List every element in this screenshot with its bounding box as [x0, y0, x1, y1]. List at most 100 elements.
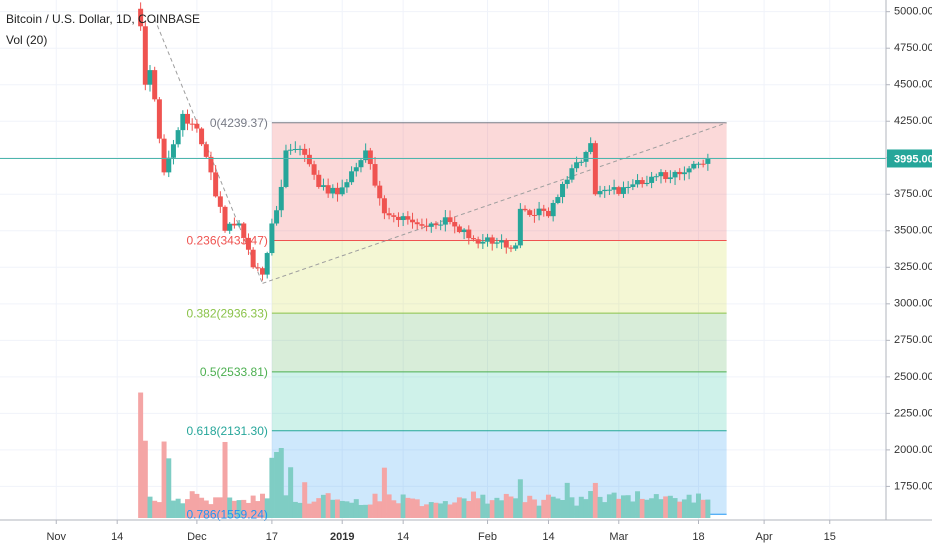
candle-81[interactable] [517, 203, 523, 249]
candle-79[interactable] [508, 245, 514, 253]
candle-112[interactable] [663, 169, 669, 183]
candle-33[interactable] [292, 141, 298, 153]
candlesticks[interactable] [138, 2, 711, 281]
candle-54[interactable] [391, 212, 397, 223]
candle-14[interactable] [203, 141, 209, 159]
candle-64[interactable] [438, 220, 444, 231]
candle-61[interactable] [424, 218, 430, 232]
candle-104[interactable] [625, 181, 631, 194]
candle-89[interactable] [555, 194, 561, 205]
price-axis[interactable]: 1750.00 2000.00 2250.00 2500.00 2750.00 3000.… [885, 0, 932, 520]
fibonacci-retracement[interactable] [271, 122, 727, 515]
candle-116[interactable] [681, 166, 687, 181]
candle-68[interactable] [456, 224, 462, 234]
candle-75[interactable] [489, 234, 495, 251]
candle-2[interactable] [147, 65, 153, 92]
candle-22[interactable] [241, 221, 247, 244]
candle-8[interactable] [175, 127, 181, 148]
candle-98[interactable] [597, 185, 603, 198]
candle-100[interactable] [606, 185, 612, 195]
candle-42[interactable] [335, 182, 341, 202]
candle-24[interactable] [250, 247, 256, 269]
candle-121[interactable] [705, 153, 711, 171]
candle-85[interactable] [536, 201, 542, 221]
candle-94[interactable] [578, 159, 584, 166]
candle-76[interactable] [494, 237, 500, 249]
candle-99[interactable] [602, 186, 608, 198]
candle-38[interactable] [316, 170, 322, 189]
candle-41[interactable] [330, 184, 336, 199]
candle-30[interactable] [278, 179, 284, 218]
candle-67[interactable] [452, 216, 458, 234]
candle-36[interactable] [306, 148, 312, 167]
candle-83[interactable] [527, 208, 533, 217]
candle-101[interactable] [611, 179, 617, 195]
candle-32[interactable] [288, 143, 294, 155]
candle-82[interactable] [522, 205, 528, 212]
candle-63[interactable] [433, 221, 439, 230]
candle-10[interactable] [185, 109, 191, 131]
candle-69[interactable] [461, 228, 467, 240]
candle-84[interactable] [531, 208, 537, 223]
candle-17[interactable] [217, 191, 223, 213]
candle-73[interactable] [480, 234, 486, 250]
candle-45[interactable] [349, 166, 355, 185]
candle-48[interactable] [363, 143, 369, 163]
candle-25[interactable] [255, 262, 261, 272]
candle-88[interactable] [550, 199, 556, 222]
candle-77[interactable] [499, 234, 505, 249]
candle-9[interactable] [180, 110, 186, 137]
candle-117[interactable] [686, 165, 692, 180]
candle-31[interactable] [283, 144, 289, 189]
candle-3[interactable] [152, 66, 158, 102]
candle-118[interactable] [691, 160, 697, 170]
candle-93[interactable] [574, 156, 580, 173]
candle-21[interactable] [236, 220, 242, 228]
candle-44[interactable] [344, 178, 350, 193]
candle-70[interactable] [466, 225, 472, 245]
candle-103[interactable] [620, 181, 626, 198]
candle-46[interactable] [353, 162, 359, 177]
candle-96[interactable] [588, 137, 594, 155]
candle-109[interactable] [649, 171, 655, 189]
candle-108[interactable] [644, 175, 650, 187]
candle-106[interactable] [635, 174, 641, 188]
candle-92[interactable] [569, 164, 575, 183]
candle-97[interactable] [592, 140, 598, 196]
candle-91[interactable] [564, 176, 570, 189]
candle-113[interactable] [667, 170, 673, 184]
candle-102[interactable] [616, 185, 622, 196]
candle-115[interactable] [677, 168, 683, 181]
candle-52[interactable] [381, 195, 387, 220]
time-axis[interactable]: Nov 14 Dec 17 2019 14 Feb 14 Mar 18 Apr 15 [0, 519, 932, 543]
candle-29[interactable] [274, 205, 280, 226]
candle-50[interactable] [372, 156, 378, 188]
trendline-1[interactable] [262, 122, 727, 284]
candle-40[interactable] [325, 178, 331, 198]
candle-4[interactable] [156, 97, 162, 144]
candle-5[interactable] [161, 134, 167, 176]
candle-20[interactable] [231, 217, 237, 229]
candle-90[interactable] [560, 181, 566, 204]
candle-39[interactable] [320, 178, 326, 191]
candle-120[interactable] [700, 159, 706, 168]
candle-34[interactable] [297, 145, 303, 156]
candle-57[interactable] [405, 211, 411, 225]
candle-107[interactable] [639, 177, 645, 188]
candle-62[interactable] [428, 221, 434, 233]
candle-60[interactable] [419, 218, 425, 230]
candle-18[interactable] [222, 205, 228, 233]
candle-87[interactable] [545, 207, 551, 218]
candle-11[interactable] [189, 118, 195, 131]
candle-19[interactable] [227, 222, 233, 234]
candle-114[interactable] [672, 170, 678, 185]
candle-23[interactable] [245, 233, 251, 255]
candle-111[interactable] [658, 169, 664, 184]
candle-72[interactable] [475, 236, 481, 249]
candle-28[interactable] [269, 218, 275, 256]
candle-56[interactable] [400, 212, 406, 227]
candle-105[interactable] [630, 179, 636, 191]
candle-16[interactable] [213, 165, 219, 198]
candle-12[interactable] [194, 119, 200, 133]
